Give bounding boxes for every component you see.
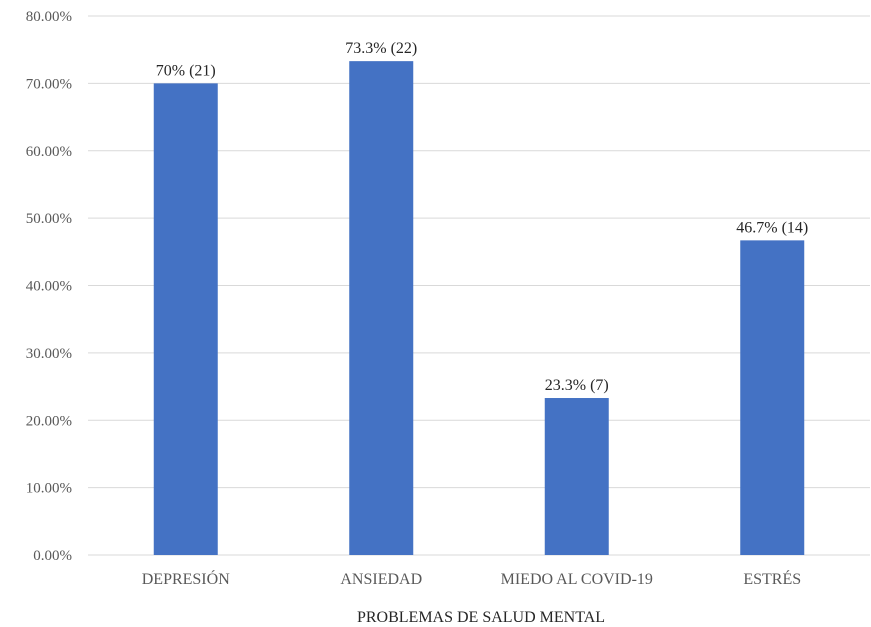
- bar: [153, 83, 218, 555]
- x-axis-title: PROBLEMAS DE SALUD MENTAL: [357, 609, 605, 626]
- data-label: 73.3% (22): [345, 40, 417, 57]
- y-axis-tick-labels: 0.00% 10.00% 20.00% 30.00% 40.00% 50.00% 60.00…: [26, 9, 72, 564]
- gridlines: [88, 15, 870, 556]
- x-tick-label: DEPRESIÓN: [142, 569, 230, 588]
- y-tick-label: 0.00%: [33, 548, 72, 564]
- y-tick-label: 80.00%: [26, 9, 72, 25]
- bars: [153, 61, 805, 556]
- y-tick-label: 10.00%: [26, 481, 72, 497]
- y-tick-label: 70.00%: [26, 76, 72, 92]
- x-axis-category-labels: DEPRESIÓN ANSIEDAD MIEDO AL COVID-19 ESTRÉS: [142, 569, 801, 588]
- data-label: 23.3% (7): [545, 377, 609, 394]
- y-tick-label: 50.00%: [26, 211, 72, 227]
- bar: [349, 61, 414, 556]
- y-tick-label: 60.00%: [26, 144, 72, 160]
- data-labels: 70% (21) 73.3% (22) 23.3% (7) 46.7% (14): [156, 40, 808, 394]
- x-tick-label: MIEDO AL COVID-19: [501, 571, 653, 588]
- x-tick-label: ESTRÉS: [743, 569, 801, 588]
- y-tick-label: 40.00%: [26, 279, 72, 295]
- bar: [740, 240, 805, 555]
- data-label: 70% (21): [156, 62, 216, 79]
- bar: [544, 398, 609, 555]
- data-label: 46.7% (14): [736, 219, 808, 236]
- y-tick-label: 30.00%: [26, 346, 72, 362]
- x-tick-label: ANSIEDAD: [340, 571, 422, 588]
- y-tick-label: 20.00%: [26, 413, 72, 429]
